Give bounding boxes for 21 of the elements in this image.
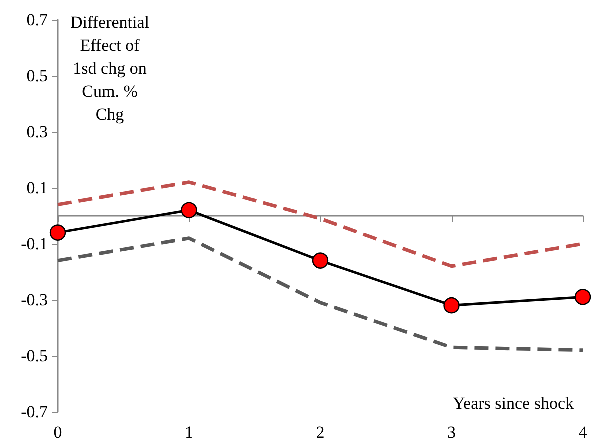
y-tick-label: 0.7: [26, 10, 48, 30]
point: [574, 289, 591, 306]
y-tick-label: 0.3: [26, 122, 48, 142]
x-tick-label: 1: [185, 423, 194, 442]
x-tick-label: 4: [578, 423, 588, 442]
x-tick-label: 2: [316, 423, 325, 442]
x-axis-title: Years since shock: [452, 394, 574, 413]
x-tick-label: 0: [54, 423, 62, 442]
y-tick-label: -0.3: [21, 290, 48, 310]
line-series: [56, 236, 585, 352]
y-tick-label: -0.1: [21, 234, 48, 254]
y-axis-title: Differential Effect of 1sd chg on Cum. % Chg: [70, 13, 150, 124]
y-tick-label: -0.7: [21, 402, 48, 422]
point: [50, 224, 66, 241]
point: [181, 202, 198, 218]
x-tick-label: 3: [448, 423, 456, 442]
point: [312, 252, 329, 269]
y-tick-label: 0.1: [26, 178, 48, 198]
point: [444, 298, 460, 314]
y-tick-label: 0.5: [26, 66, 48, 86]
y-tick-label: -0.5: [21, 346, 48, 366]
